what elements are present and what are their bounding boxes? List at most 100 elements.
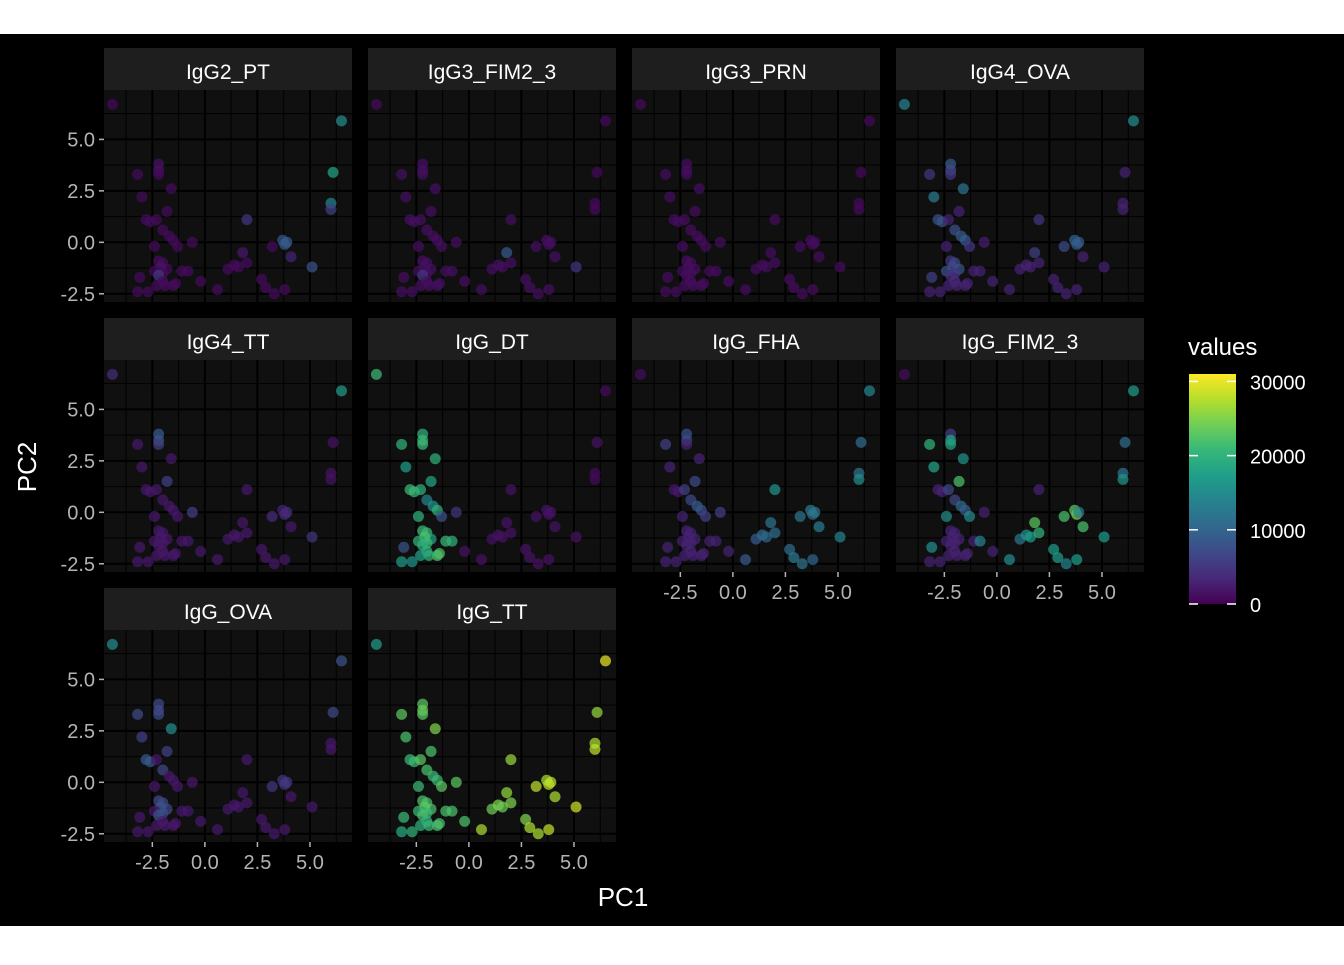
data-point xyxy=(233,531,245,543)
data-point xyxy=(953,205,965,217)
point-group xyxy=(370,98,611,300)
data-point xyxy=(589,743,601,755)
data-point xyxy=(863,115,875,127)
data-point xyxy=(676,510,688,522)
data-point xyxy=(396,556,408,568)
data-point xyxy=(306,531,318,543)
data-point xyxy=(266,780,278,792)
data-point xyxy=(1119,166,1131,178)
data-point xyxy=(497,801,509,813)
data-point xyxy=(714,506,726,518)
data-point xyxy=(599,115,611,127)
x-tick-label: 5.0 xyxy=(560,852,588,874)
data-point xyxy=(943,484,955,496)
data-point xyxy=(425,745,437,757)
data-point xyxy=(415,214,427,226)
data-point xyxy=(165,723,177,735)
data-point xyxy=(530,510,542,522)
data-point xyxy=(400,731,412,743)
facet-strip-label: IgG4_TT xyxy=(187,331,270,354)
data-point xyxy=(505,797,517,809)
data-point xyxy=(1033,257,1045,269)
data-point xyxy=(1071,284,1083,296)
data-point xyxy=(1033,527,1045,539)
data-point xyxy=(863,385,875,397)
data-point xyxy=(433,817,445,829)
data-point xyxy=(172,510,184,522)
data-point xyxy=(195,545,207,557)
data-point xyxy=(501,787,513,799)
data-point xyxy=(591,436,603,448)
x-tick-label: 2.5 xyxy=(772,582,800,604)
data-point xyxy=(268,828,280,840)
data-point xyxy=(501,247,513,259)
data-point xyxy=(400,461,412,473)
data-point xyxy=(136,461,148,473)
data-point xyxy=(796,558,808,570)
data-point xyxy=(450,776,462,788)
data-point xyxy=(1058,240,1070,252)
data-point xyxy=(459,545,471,557)
data-point xyxy=(412,780,424,792)
data-point xyxy=(660,556,672,568)
data-point xyxy=(679,484,691,496)
data-point xyxy=(634,98,646,110)
data-point xyxy=(370,638,382,650)
data-point xyxy=(543,554,555,566)
data-point xyxy=(788,552,800,564)
data-point xyxy=(681,438,693,450)
data-point xyxy=(237,247,249,259)
data-point xyxy=(136,191,148,203)
data-point xyxy=(545,236,557,248)
data-point xyxy=(924,286,936,298)
data-point xyxy=(987,545,999,557)
data-point xyxy=(834,531,846,543)
x-tick-label: 0.0 xyxy=(191,852,219,874)
data-point xyxy=(714,236,726,248)
data-point xyxy=(660,286,672,298)
data-point xyxy=(670,286,682,298)
data-point xyxy=(450,236,462,248)
facet-panel: IgG2_PT -2.5 0.0 2.5 5.0 xyxy=(61,48,352,306)
data-point xyxy=(142,556,154,568)
data-point xyxy=(924,556,936,568)
data-point xyxy=(423,280,435,292)
data-point xyxy=(532,288,544,300)
data-point xyxy=(281,236,293,248)
x-tick-label: 0.0 xyxy=(983,582,1011,604)
data-point xyxy=(951,550,963,562)
data-point xyxy=(415,484,427,496)
data-point xyxy=(433,547,445,559)
data-point xyxy=(266,240,278,252)
data-point xyxy=(689,205,701,217)
data-point xyxy=(794,240,806,252)
data-point xyxy=(853,203,865,215)
data-point xyxy=(1029,517,1041,529)
data-point xyxy=(436,780,448,792)
data-point xyxy=(211,284,223,296)
data-point xyxy=(412,510,424,522)
data-point xyxy=(195,815,207,827)
facet-strip-label: IgG_FIM2_3 xyxy=(962,331,1079,354)
data-point xyxy=(591,706,603,718)
data-point xyxy=(710,535,722,547)
data-point xyxy=(957,453,969,465)
data-point xyxy=(687,280,699,292)
y-tick-label: 2.5 xyxy=(67,721,95,743)
data-point xyxy=(549,521,561,533)
data-point xyxy=(662,271,674,283)
x-tick-label: -2.5 xyxy=(399,852,433,874)
x-tick-label: -2.5 xyxy=(135,852,169,874)
data-point xyxy=(153,708,165,720)
facet-panel: IgG4_TT -2.5 0.0 2.5 5.0 xyxy=(61,318,352,576)
data-point xyxy=(549,251,561,263)
data-point xyxy=(505,214,517,226)
data-point xyxy=(1117,473,1129,485)
data-point xyxy=(148,510,160,522)
data-point xyxy=(281,506,293,518)
data-point xyxy=(1071,554,1083,566)
data-point xyxy=(978,506,990,518)
data-point xyxy=(165,183,177,195)
data-point xyxy=(543,284,555,296)
facet-strip-label: IgG3_PRN xyxy=(705,61,807,84)
